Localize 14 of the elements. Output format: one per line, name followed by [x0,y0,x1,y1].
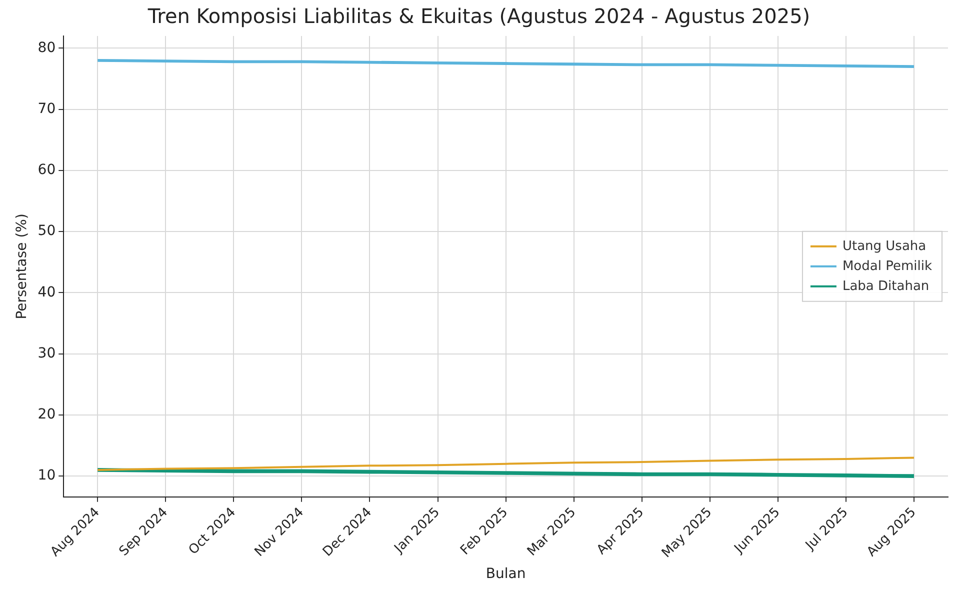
y-tick-label: 30 [38,345,56,362]
legend-label: Modal Pemilik [842,258,932,274]
x-axis-title: Bulan [486,566,526,582]
y-tick-label: 20 [38,406,56,423]
legend-label: Utang Usaha [842,238,926,254]
y-tick-label: 80 [38,40,56,56]
y-tick-label: 70 [38,100,56,117]
y-tick-label: 10 [38,468,56,484]
y-tick-label: 50 [38,223,56,240]
y-axis-title: Persentase (%) [14,214,30,320]
legend-label: Laba Ditahan [842,278,930,294]
chart-title: Tren Komposisi Liabilitas & Ekuitas (Agustus 2024 - Agustus 2025) [146,4,810,28]
y-tick-label: 40 [38,284,56,300]
y-tick-label: 60 [38,162,56,178]
